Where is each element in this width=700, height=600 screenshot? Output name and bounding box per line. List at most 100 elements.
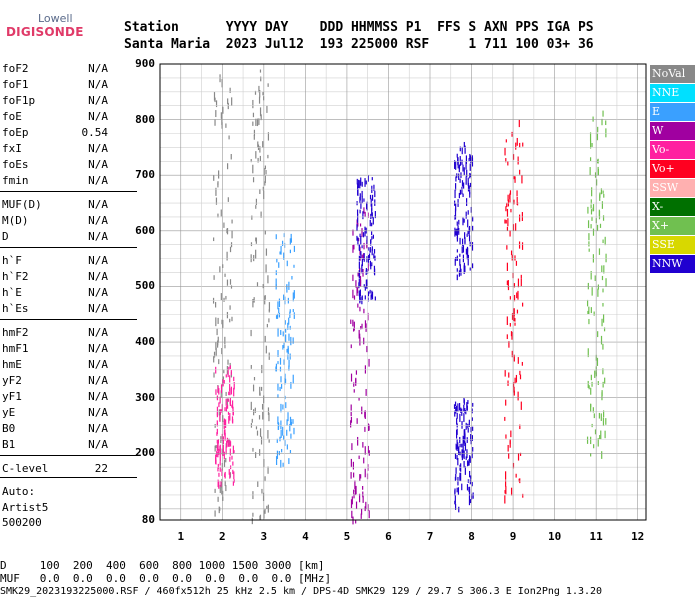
echo-mark bbox=[361, 323, 363, 330]
echo-mark bbox=[467, 182, 470, 192]
echo-mark bbox=[255, 118, 257, 126]
echo-mark bbox=[513, 294, 516, 302]
echo-mark bbox=[588, 248, 590, 252]
echo-mark bbox=[593, 444, 595, 449]
echo-mark bbox=[463, 460, 465, 468]
echo-mark bbox=[218, 409, 220, 416]
echo-mark bbox=[288, 317, 290, 325]
echo-mark bbox=[225, 457, 227, 463]
echo-mark bbox=[227, 359, 229, 365]
echo-mark bbox=[465, 456, 467, 460]
echo-mark bbox=[602, 381, 604, 388]
echo-mark bbox=[257, 141, 259, 148]
echo-mark bbox=[268, 318, 270, 323]
echo-mark bbox=[292, 292, 294, 302]
param-name: B1 bbox=[2, 438, 16, 451]
echo-mark bbox=[522, 493, 524, 498]
echo-mark bbox=[589, 167, 591, 176]
echo-mark bbox=[506, 262, 508, 271]
echo-mark bbox=[358, 261, 360, 269]
echo-mark bbox=[590, 199, 592, 204]
echo-mark bbox=[589, 140, 592, 149]
echo-mark bbox=[601, 201, 604, 209]
echo-mark bbox=[352, 319, 354, 327]
echo-mark bbox=[461, 180, 464, 187]
echo-mark bbox=[362, 491, 364, 498]
echo-mark bbox=[461, 159, 463, 165]
echo-mark bbox=[459, 161, 462, 166]
echo-mark bbox=[472, 447, 474, 452]
echo-mark bbox=[519, 169, 521, 175]
echo-mark bbox=[463, 167, 465, 176]
echo-mark bbox=[286, 348, 288, 353]
x-tick-label: 2 bbox=[218, 530, 226, 543]
echo-mark bbox=[461, 146, 463, 155]
echo-mark bbox=[225, 398, 227, 406]
echo-mark bbox=[368, 424, 370, 431]
echo-mark bbox=[286, 429, 288, 436]
echo-mark bbox=[461, 246, 463, 254]
echo-mark bbox=[260, 436, 263, 445]
echo-mark bbox=[216, 428, 218, 435]
param-value: N/A bbox=[88, 270, 108, 283]
echo-mark bbox=[468, 158, 470, 162]
echo-mark bbox=[468, 235, 471, 242]
echo-mark bbox=[520, 274, 522, 279]
echo-mark bbox=[213, 275, 215, 280]
echo-mark bbox=[229, 440, 231, 445]
echo-mark bbox=[262, 492, 265, 502]
param-name: MUF(D) bbox=[2, 198, 42, 211]
echo-mark bbox=[264, 508, 266, 514]
echo-mark bbox=[510, 487, 513, 496]
echo-mark bbox=[352, 229, 354, 236]
echo-mark bbox=[252, 112, 255, 118]
y-tick-label: 80 bbox=[141, 513, 155, 526]
echo-mark bbox=[365, 180, 367, 185]
echo-mark bbox=[590, 453, 592, 457]
echo-mark bbox=[219, 396, 221, 404]
echo-mark bbox=[514, 377, 516, 384]
echo-mark bbox=[219, 466, 221, 472]
echo-mark bbox=[465, 155, 468, 164]
echo-mark bbox=[231, 455, 233, 460]
echo-mark bbox=[359, 193, 361, 201]
echo-mark bbox=[518, 119, 520, 128]
echo-mark bbox=[219, 409, 222, 415]
echo-mark bbox=[371, 212, 373, 219]
echo-mark bbox=[220, 293, 222, 301]
echo-mark bbox=[252, 99, 254, 109]
echo-mark bbox=[458, 228, 460, 235]
echo-mark bbox=[459, 258, 461, 266]
echo-mark bbox=[277, 350, 279, 358]
echo-mark bbox=[364, 410, 366, 418]
echo-mark bbox=[255, 237, 257, 242]
echo-mark bbox=[366, 256, 368, 263]
echo-mark bbox=[358, 273, 360, 279]
echo-mark bbox=[230, 285, 233, 289]
echo-mark bbox=[469, 153, 471, 160]
x-tick-label: 9 bbox=[509, 530, 517, 543]
echo-mark bbox=[465, 161, 467, 170]
echo-mark bbox=[459, 189, 462, 195]
echo-mark bbox=[593, 413, 595, 419]
echo-mark bbox=[361, 406, 363, 415]
echo-mark bbox=[288, 458, 290, 465]
echo-mark bbox=[589, 157, 592, 162]
echo-mark bbox=[362, 485, 364, 490]
echo-mark bbox=[285, 334, 287, 343]
echo-mark bbox=[220, 390, 222, 398]
echo-mark bbox=[220, 409, 223, 413]
echo-mark bbox=[457, 225, 459, 233]
echo-mark bbox=[507, 444, 509, 452]
echo-mark bbox=[213, 372, 215, 378]
echo-mark bbox=[466, 169, 468, 178]
echo-mark bbox=[256, 118, 259, 127]
echo-mark bbox=[517, 156, 519, 165]
echo-mark bbox=[258, 96, 261, 104]
echo-mark bbox=[362, 211, 364, 220]
echo-mark bbox=[514, 255, 516, 261]
param-value: N/A bbox=[88, 438, 108, 451]
echo-mark bbox=[265, 264, 267, 274]
echo-mark bbox=[365, 323, 367, 332]
